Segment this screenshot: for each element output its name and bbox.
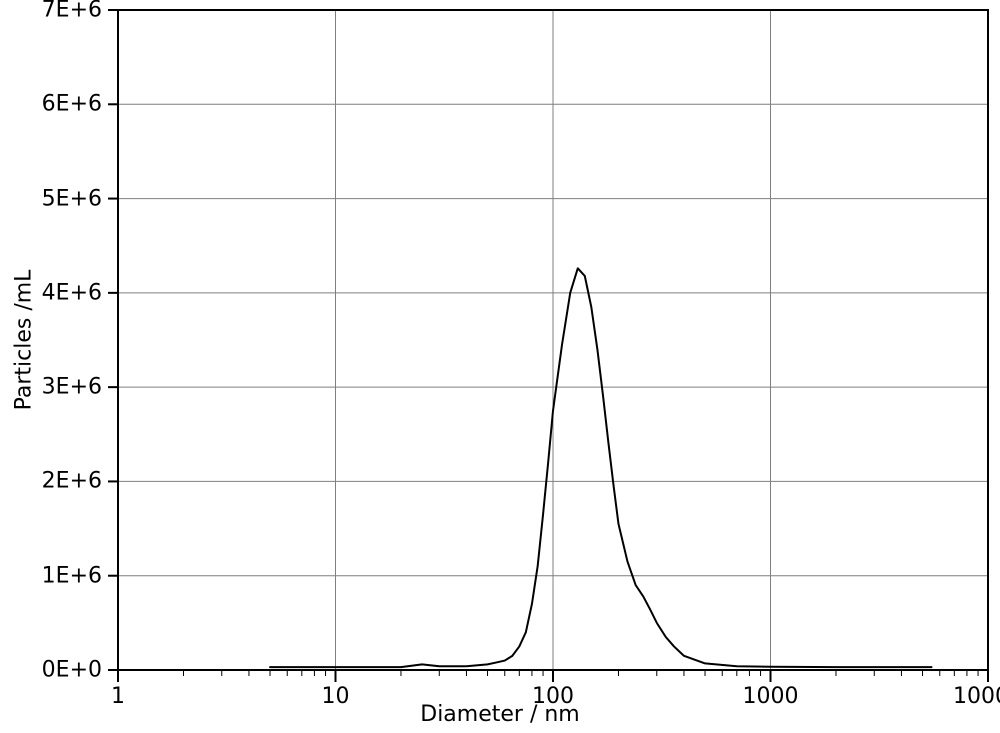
tick-label: 0E+0	[42, 658, 102, 683]
tick-label: 10000	[953, 684, 1000, 709]
tick-label: 2E+6	[42, 469, 102, 494]
tick-label: 7E+6	[42, 0, 102, 23]
tick-label: 1E+6	[42, 563, 102, 588]
tick-label: 5E+6	[42, 186, 102, 211]
tick-label: 1000	[743, 684, 799, 709]
tick-label: 10	[322, 684, 350, 709]
tick-label: 100	[532, 684, 574, 709]
tick-label: 6E+6	[42, 92, 102, 117]
tick-label: 1	[111, 684, 125, 709]
tick-label: 4E+6	[42, 280, 102, 305]
particle-size-distribution-chart: Particles /mL Diameter / nm 110100100010…	[0, 0, 1000, 733]
tick-label: 3E+6	[42, 375, 102, 400]
plot-area	[118, 10, 988, 670]
y-axis-label: Particles /mL	[12, 270, 37, 411]
plot-svg	[102, 0, 1000, 686]
